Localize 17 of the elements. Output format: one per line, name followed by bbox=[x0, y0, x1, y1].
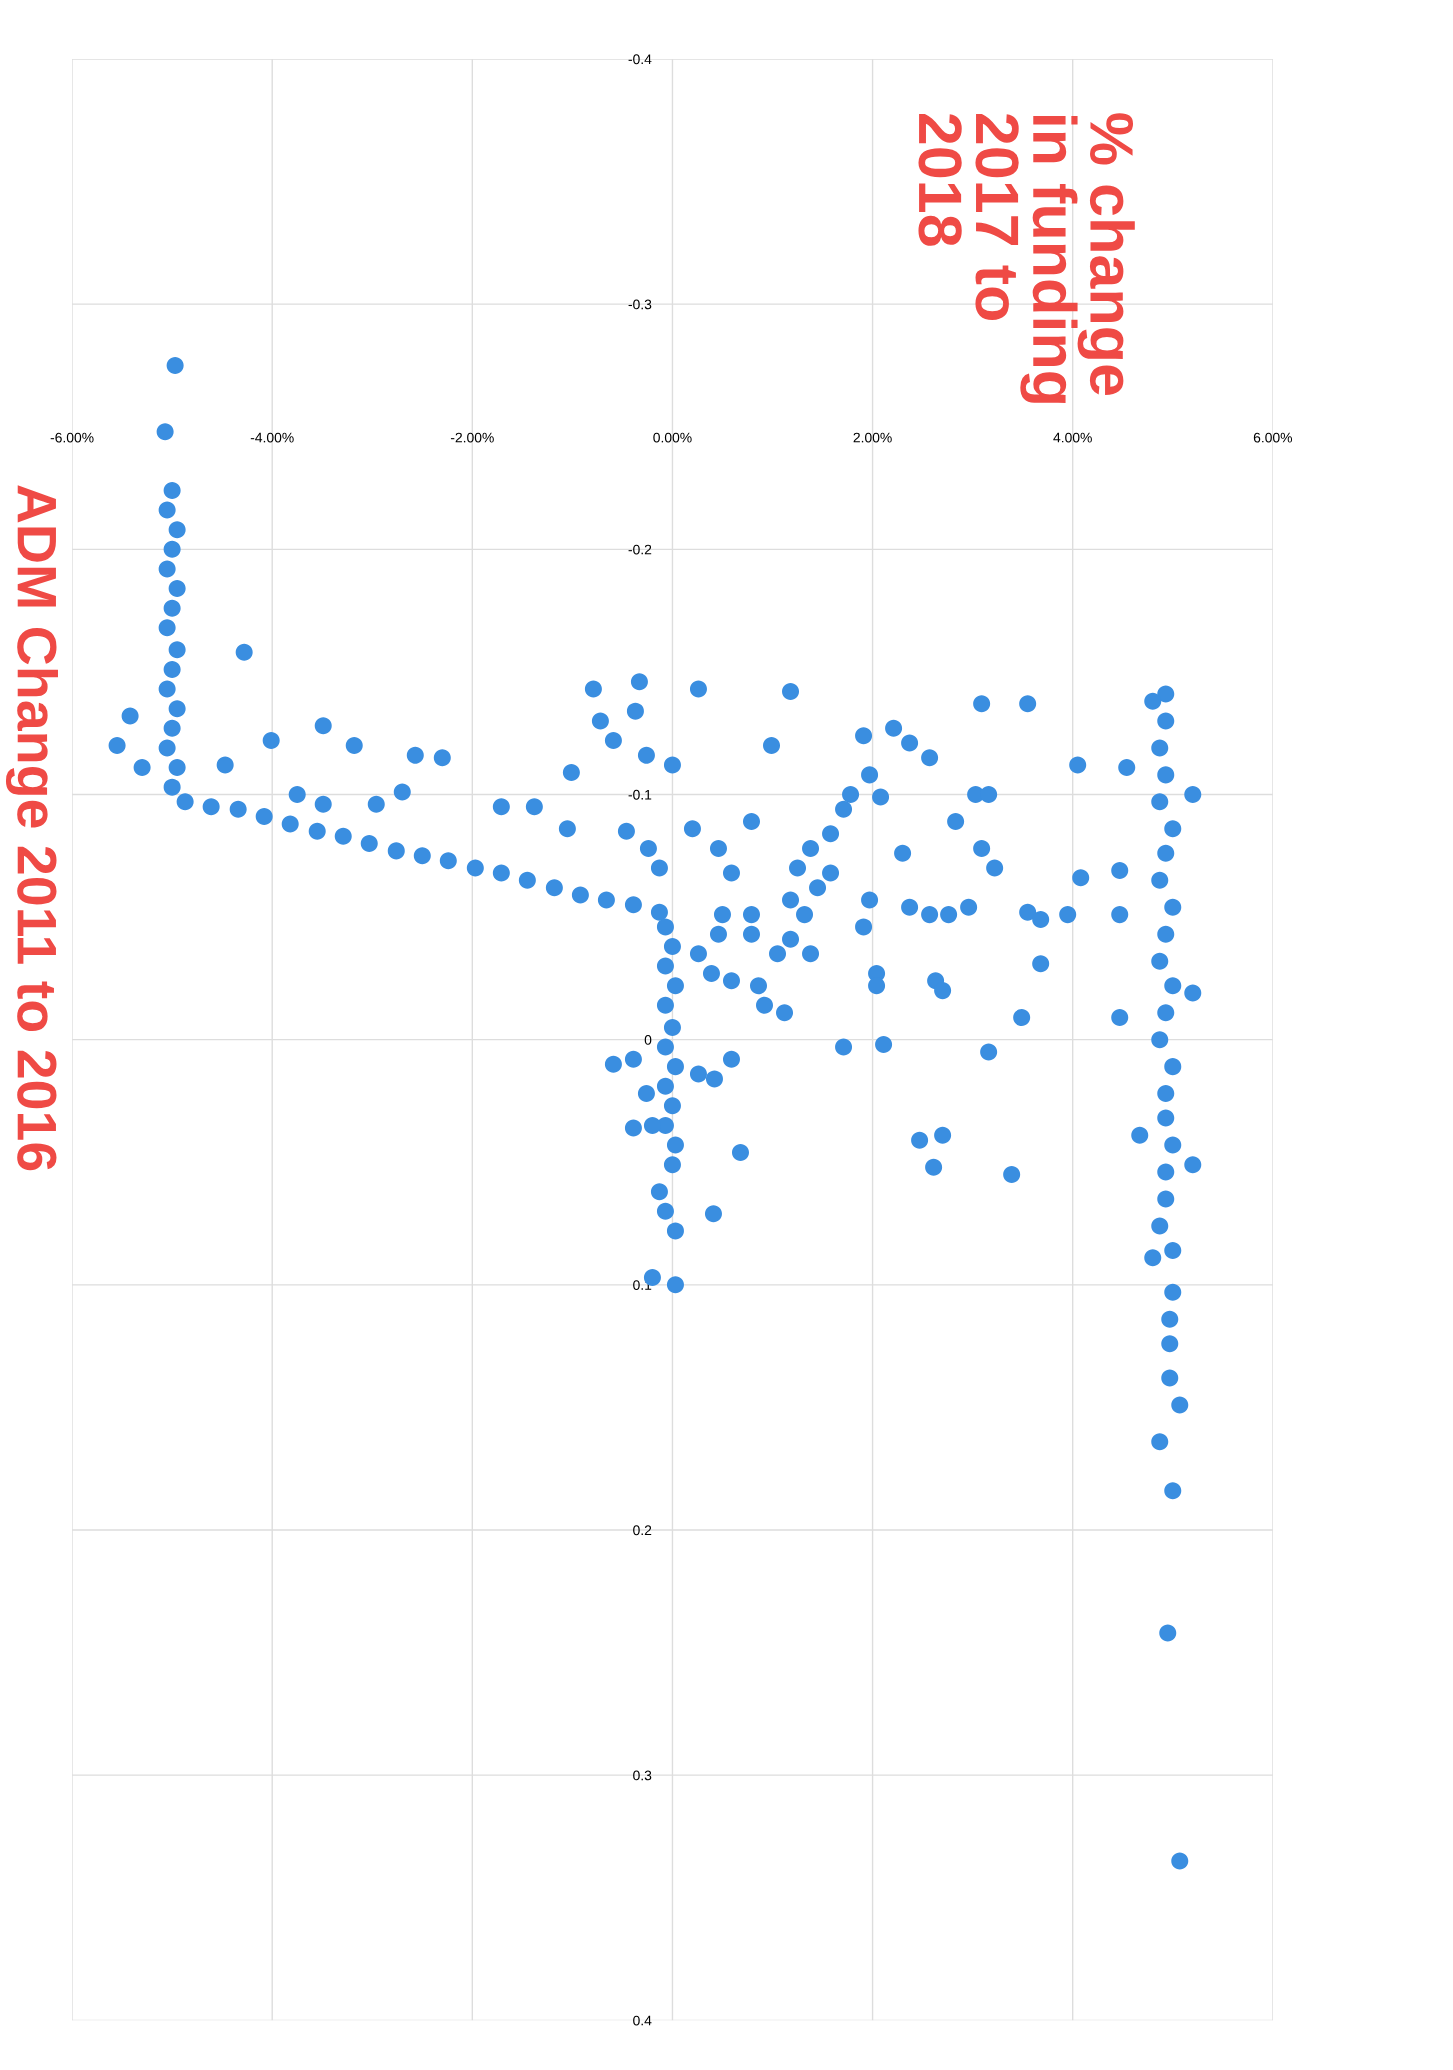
y-tick-label: 0.4 bbox=[633, 2015, 652, 2026]
y-tick-label: 0.2 bbox=[633, 1525, 652, 1536]
x-tick-label: 4.00% bbox=[1053, 432, 1092, 443]
y-tick-label: -0.1 bbox=[628, 789, 652, 800]
y-tick-label: 0 bbox=[644, 1034, 652, 1045]
x-tick-label: -2.00% bbox=[450, 432, 494, 443]
x-tick-label: 2.00% bbox=[853, 432, 892, 443]
y-axis-title: ADM Change 2011 to 2016 bbox=[5, 485, 58, 1171]
x-tick-label: 0.00% bbox=[653, 432, 692, 443]
text: % change in funding 2017 to 2018 bbox=[918, 113, 1135, 403]
x-tick-label: -6.00% bbox=[50, 432, 94, 443]
y-tick-label: -0.2 bbox=[628, 544, 652, 555]
x-tick-label: -4.00% bbox=[250, 432, 294, 443]
y-tick-label: -0.4 bbox=[628, 54, 652, 65]
y-tick-label: 0.3 bbox=[633, 1770, 652, 1781]
x-tick-label: 6.00% bbox=[1253, 432, 1293, 443]
y-tick-label: -0.3 bbox=[628, 299, 652, 310]
